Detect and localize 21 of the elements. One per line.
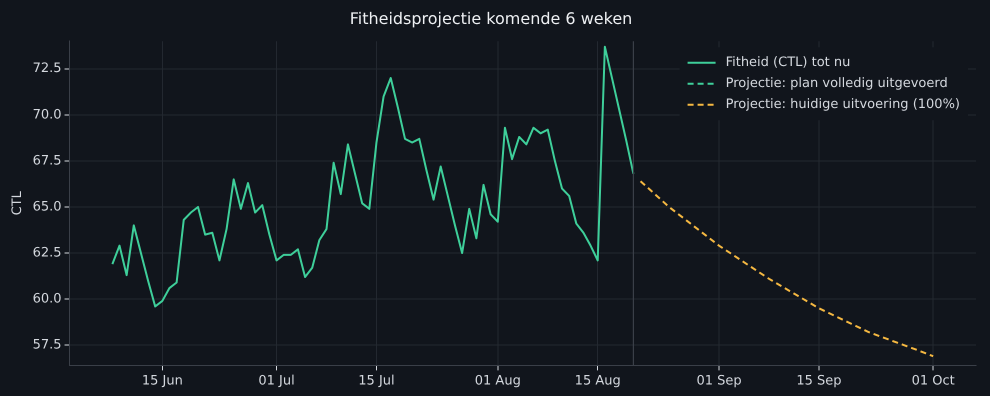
- legend-label: Projectie: huidige uitvoering (100%): [726, 97, 960, 112]
- x-tick-label: 15 Sep: [796, 374, 842, 389]
- y-tick-label: 60.0: [32, 291, 62, 306]
- x-tick-label: 15 Aug: [574, 374, 621, 389]
- x-tick-label: 15 Jul: [358, 374, 395, 389]
- legend-label: Fitheid (CTL) tot nu: [726, 55, 850, 70]
- line-series: [640, 180, 934, 358]
- chart-title: Fitheidsprojectie komende 6 weken: [350, 8, 632, 28]
- x-tick-label: 15 Jun: [142, 374, 183, 389]
- y-tick-label: 65.0: [32, 199, 62, 214]
- legend-label: Projectie: plan volledig uitgevoerd: [726, 76, 948, 92]
- x-tick-label: 01 Oct: [912, 374, 955, 389]
- y-tick-label: 62.5: [32, 245, 62, 260]
- x-tick-label: 01 Aug: [474, 374, 521, 389]
- y-tick-label: 67.5: [32, 153, 62, 168]
- x-tick-label: 01 Jul: [258, 374, 295, 389]
- y-tick-label: 72.5: [32, 61, 62, 76]
- y-tick-label: 70.0: [32, 107, 62, 122]
- y-tick-label: 57.5: [32, 338, 62, 353]
- x-tick-label: 01 Sep: [696, 374, 742, 389]
- y-axis-title: CTL: [10, 190, 26, 216]
